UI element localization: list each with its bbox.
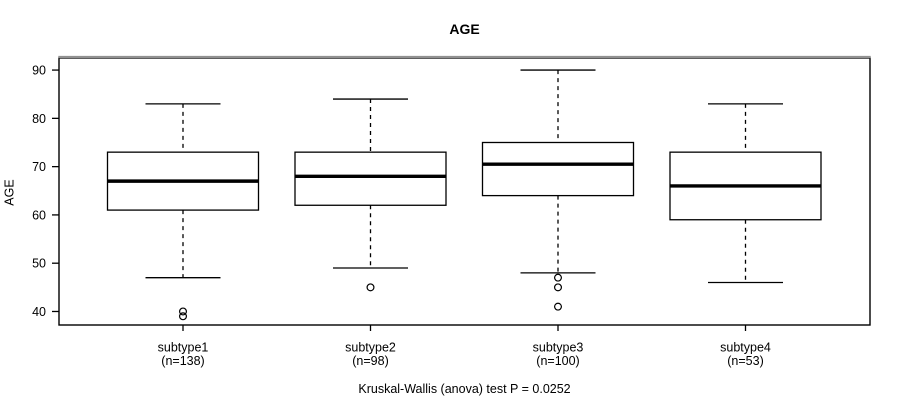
x-group-sublabel: (n=138) [161, 354, 204, 368]
x-group-sublabel: (n=98) [352, 354, 388, 368]
x-group-label: subtype4 [720, 341, 771, 355]
stats-footer: Kruskal-Wallis (anova) test P = 0.0252 [358, 382, 571, 396]
x-group-label: subtype2 [345, 341, 396, 355]
iqr-box [294, 151, 447, 206]
x-group-label: subtype1 [158, 341, 209, 355]
outlier-point [179, 307, 188, 316]
y-tick-label: 60 [32, 208, 46, 222]
outlier-point [553, 273, 562, 282]
y-tick-label: 50 [32, 257, 46, 271]
y-tick-label: 70 [32, 160, 46, 174]
x-group-label: subtype3 [533, 341, 584, 355]
outlier-point [553, 283, 562, 292]
outlier-point [553, 302, 562, 311]
outlier-point [366, 283, 375, 292]
iqr-box [481, 141, 635, 197]
x-group-sublabel: (n=100) [536, 354, 579, 368]
x-group-sublabel: (n=53) [727, 354, 763, 368]
y-tick-label: 40 [32, 305, 46, 319]
y-tick-label: 90 [32, 64, 46, 78]
chart-title: AGE [449, 21, 480, 37]
outlier-point [179, 312, 188, 321]
y-tick-label: 80 [32, 112, 46, 126]
